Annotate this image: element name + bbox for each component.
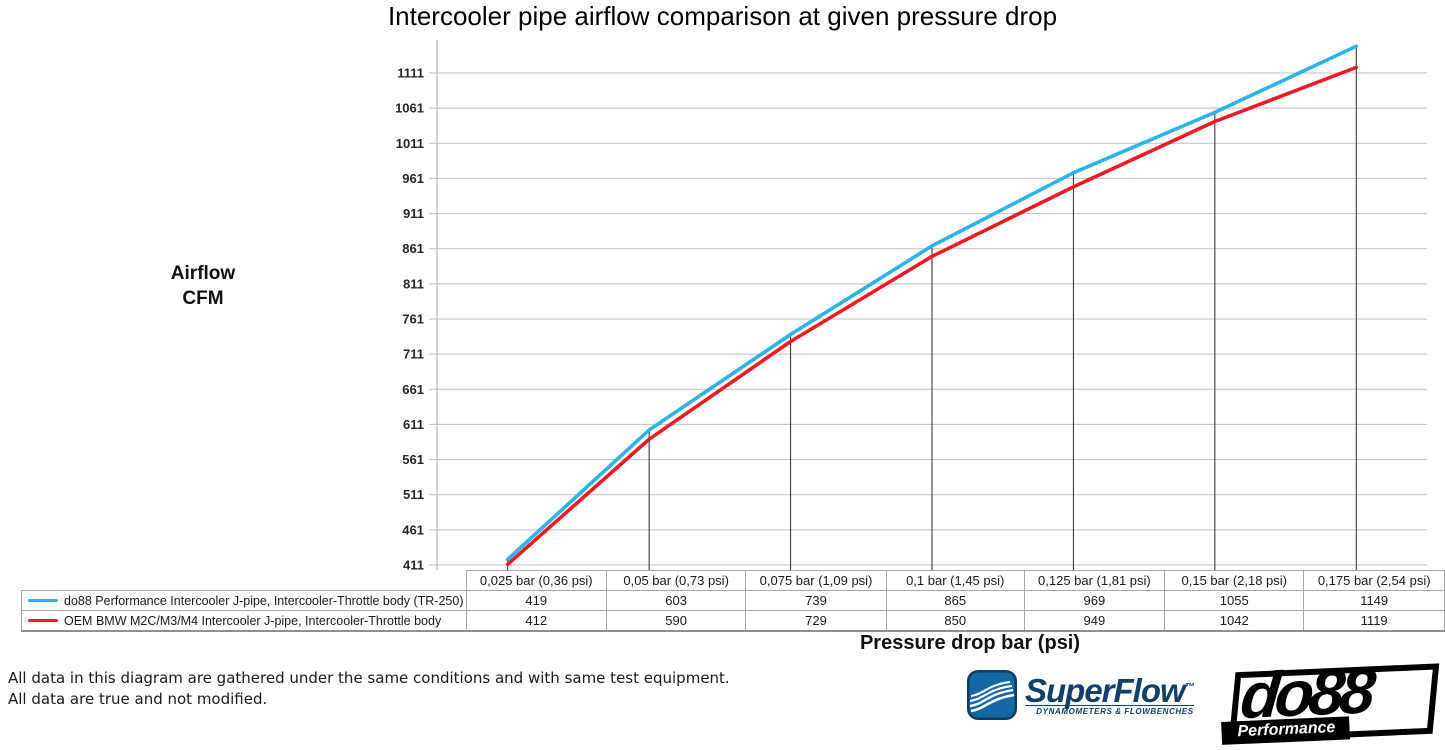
- value-cell: 603: [606, 590, 747, 611]
- category-label: 0,175 bar (2,54 psi): [1303, 570, 1445, 591]
- category-label: 0,1 bar (1,45 psi): [885, 570, 1025, 591]
- value-cell: 590: [606, 610, 747, 632]
- table-row: OEM BMW M2C/M3/M4 Intercooler J-pipe, In…: [21, 610, 1445, 632]
- y-tick-label: 1011: [396, 136, 424, 151]
- superflow-name: SuperFlow™: [1025, 672, 1195, 709]
- footer-line1: All data in this diagram are gathered un…: [8, 669, 730, 687]
- category-label: 0,125 bar (1,81 psi): [1023, 570, 1166, 591]
- footer-note: All data in this diagram are gathered un…: [8, 668, 730, 710]
- do88-logo: do88 Performance: [1221, 654, 1440, 745]
- footer-line2: All data are true and not modified.: [8, 690, 268, 708]
- y-tick-label: 911: [403, 206, 424, 221]
- value-cell: 949: [1023, 610, 1166, 632]
- y-tick-label: 461: [402, 522, 424, 537]
- category-label: 0,025 bar (0,36 psi): [465, 570, 608, 591]
- y-tick-label: 961: [402, 171, 424, 186]
- value-cell: 1119: [1303, 610, 1445, 632]
- data-table: 0,025 bar (0,36 psi) 0,05 bar (0,73 psi) 0…: [21, 570, 1445, 632]
- value-cell: 739: [745, 590, 887, 611]
- y-axis-title-line2: CFM: [182, 288, 224, 309]
- legend-label: do88 Performance Intercooler J-pipe, Int…: [64, 593, 464, 608]
- category-label: 0,15 bar (2,18 psi): [1164, 570, 1305, 591]
- y-axis-title-line1: Airflow: [170, 263, 236, 284]
- value-cell: 850: [885, 610, 1025, 632]
- value-cell: 419: [465, 590, 608, 611]
- value-cell: 1042: [1164, 610, 1305, 632]
- y-tick-label: 1111: [397, 66, 424, 81]
- x-axis-title: Pressure drop bar (psi): [859, 632, 1081, 654]
- value-cell: 865: [885, 590, 1025, 611]
- series-line: [505, 44, 1359, 562]
- value-cell: 412: [465, 610, 608, 632]
- superflow-tagline: DYNAMOMETERS & FLOWBENCHES: [1025, 705, 1194, 716]
- table-corner-blank: [22, 571, 467, 591]
- value-cell: 1055: [1164, 590, 1305, 611]
- value-cell: 969: [1023, 590, 1166, 611]
- trademark-symbol: ™: [1184, 682, 1195, 693]
- superflow-wave-icon: [967, 670, 1017, 720]
- y-tick-label: 611: [403, 417, 424, 432]
- y-tick-label: 561: [402, 452, 424, 467]
- legend-line-swatch: [28, 598, 58, 602]
- do88-performance-banner: Performance: [1221, 716, 1350, 745]
- chart-plot-area: 411 461 511 561 611 661 711 761 811 861 911 961 1011…: [395, 40, 1427, 573]
- y-tick-label: 1061: [395, 101, 424, 116]
- chart-title: Intercooler pipe airflow comparison at g…: [387, 1, 1058, 31]
- legend-cell: OEM BMW M2C/M3/M4 Intercooler J-pipe, In…: [21, 610, 467, 632]
- value-cell: 1149: [1303, 590, 1445, 611]
- series-line: [505, 65, 1359, 567]
- y-tick-label: 861: [402, 241, 424, 256]
- table-row: do88 Performance Intercooler J-pipe, Int…: [21, 590, 1445, 611]
- y-axis-title: Airflow CFM: [136, 261, 270, 311]
- y-tick-label: 811: [403, 276, 424, 291]
- y-tick-label: 711: [403, 347, 424, 362]
- legend-line-swatch: [28, 618, 58, 622]
- y-tick-label: 511: [403, 487, 424, 502]
- y-tick-label: 411: [403, 558, 424, 573]
- value-cell: 729: [745, 610, 887, 632]
- category-label: 0,075 bar (1,09 psi): [745, 570, 887, 591]
- superflow-logo: SuperFlow™ DYNAMOMETERS & FLOWBENCHES: [966, 669, 1195, 721]
- y-tick-label: 661: [402, 382, 424, 397]
- legend-cell: do88 Performance Intercooler J-pipe, Int…: [21, 590, 467, 611]
- category-label: 0,05 bar (0,73 psi): [606, 570, 747, 591]
- superflow-text: SuperFlow™ DYNAMOMETERS & FLOWBENCHES: [1025, 669, 1195, 716]
- y-tick-label: 761: [402, 312, 424, 327]
- legend-label: OEM BMW M2C/M3/M4 Intercooler J-pipe, In…: [64, 613, 442, 628]
